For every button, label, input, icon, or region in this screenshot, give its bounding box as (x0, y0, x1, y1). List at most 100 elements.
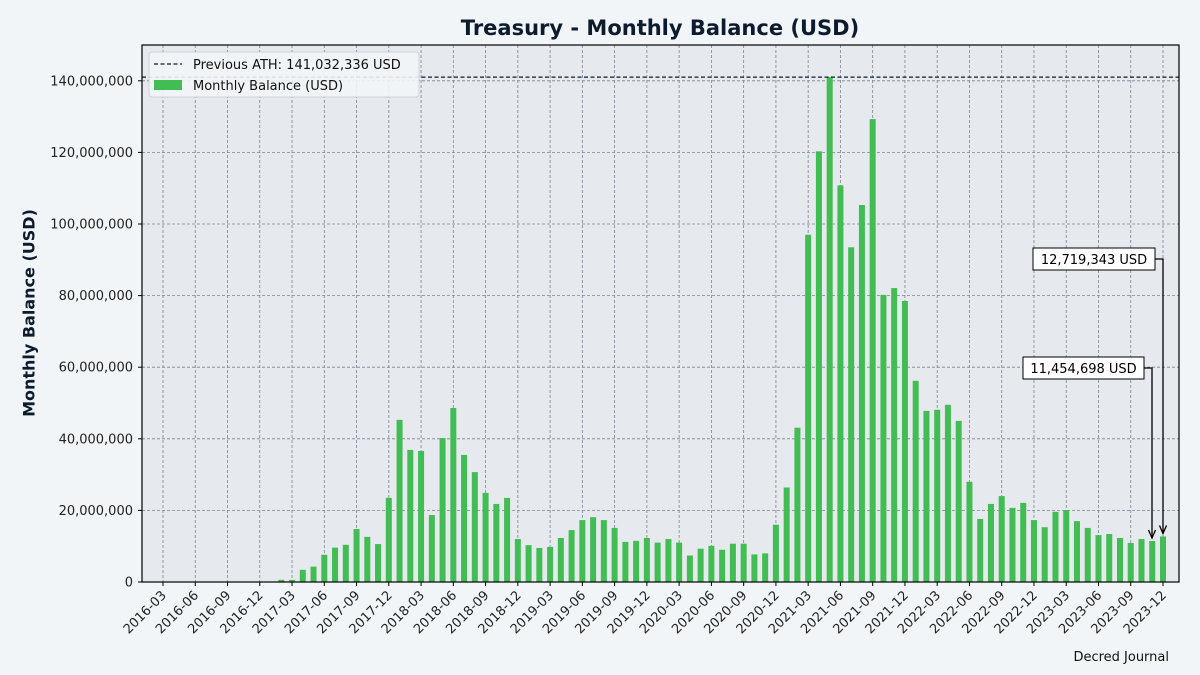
bar-2023-10 (1138, 539, 1145, 582)
y-tick-label: 40,000,000 (59, 432, 133, 447)
bar-2022-04 (944, 404, 951, 582)
legend: Previous ATH: 141,032,336 USD Monthly Ba… (148, 51, 420, 98)
bar-2022-06 (966, 481, 973, 582)
bar-2019-02 (536, 547, 543, 582)
bar-2019-12 (643, 537, 650, 582)
bar-2020-09 (740, 543, 747, 582)
bar-2019-03 (547, 546, 554, 582)
y-tick-label: 140,000,000 (50, 74, 133, 89)
bar-2017-11 (375, 544, 382, 582)
bar-2018-12 (514, 539, 521, 582)
bar-2023-11 (1149, 540, 1156, 582)
y-tick-label: 60,000,000 (59, 361, 133, 376)
plot-background (142, 45, 1179, 582)
bar-series (278, 77, 1166, 583)
bar-2020-03 (676, 542, 683, 582)
bar-2022-11 (1020, 502, 1027, 582)
bar-2017-09 (353, 529, 360, 582)
bar-2023-01 (1041, 527, 1048, 582)
y-tick-label: 100,000,000 (50, 218, 133, 233)
y-axis-ticks: 0 20,000,000 40,000,000 60,000,000 80,000,00… (50, 74, 142, 591)
bar-2018-04 (428, 515, 435, 582)
bar-2018-05 (439, 438, 446, 582)
y-tick-label: 20,000,000 (59, 504, 133, 519)
bar-2020-05 (697, 548, 704, 582)
bar-2019-01 (525, 545, 532, 582)
bar-2021-05 (826, 77, 833, 582)
bar-2017-02 (278, 579, 285, 582)
bar-2019-09 (611, 527, 618, 582)
bar-2019-04 (557, 537, 564, 582)
bar-2020-04 (686, 555, 693, 582)
bar-2019-10 (622, 541, 629, 582)
bar-2022-02 (923, 410, 930, 582)
bar-2021-07 (848, 247, 855, 582)
bar-2022-01 (912, 380, 919, 582)
bar-2018-10 (493, 503, 500, 582)
bar-2018-07 (461, 454, 468, 582)
bar-2020-08 (729, 543, 736, 582)
bar-2019-05 (568, 530, 575, 582)
bar-2023-04 (1073, 521, 1080, 582)
bar-2021-03 (805, 234, 812, 583)
bar-2018-09 (482, 492, 489, 582)
bar-2023-03 (1063, 510, 1070, 582)
bar-2018-08 (471, 472, 478, 582)
bar-2017-08 (342, 544, 349, 582)
svg-text:11,454,698 USD: 11,454,698 USD (1030, 362, 1136, 377)
bar-2017-05 (310, 566, 317, 582)
bar-2020-10 (751, 554, 758, 582)
bar-2020-02 (665, 539, 672, 582)
legend-ath-label: Previous ATH: 141,032,336 USD (193, 58, 401, 73)
bar-2023-02 (1052, 511, 1059, 582)
bar-2021-01 (783, 487, 790, 582)
chart-title: Treasury - Monthly Balance (USD) (460, 16, 860, 40)
bar-2020-01 (654, 542, 661, 582)
legend-bar-label: Monthly Balance (USD) (193, 79, 343, 94)
bar-2017-07 (332, 547, 339, 582)
bar-2017-06 (321, 554, 328, 582)
x-axis-ticks: 2016-032016-062016-092016-122017-032017-… (121, 582, 1170, 637)
bar-2023-12 (1160, 536, 1166, 582)
legend-box (148, 51, 420, 98)
bar-2022-05 (955, 420, 962, 582)
bar-2019-11 (633, 540, 640, 582)
bar-2021-06 (837, 185, 844, 582)
y-tick-label: 80,000,000 (59, 289, 133, 304)
bar-2022-09 (998, 496, 1005, 582)
bar-2023-07 (1106, 534, 1113, 582)
bar-2021-09 (869, 119, 876, 583)
bar-2022-10 (1009, 507, 1016, 582)
bar-2018-11 (504, 497, 511, 582)
bar-2020-06 (708, 545, 715, 582)
bar-2020-07 (719, 549, 726, 582)
bar-2022-08 (987, 503, 994, 582)
annotation-2023-12: 12,719,343 USD (1032, 247, 1168, 536)
bar-2021-10 (880, 294, 887, 582)
bar-2017-12 (385, 497, 392, 582)
bar-2018-06 (450, 408, 457, 582)
y-tick-label: 120,000,000 (50, 146, 133, 161)
bar-2021-02 (794, 427, 801, 582)
bar-2021-08 (858, 205, 865, 582)
plot-frame (141, 44, 1180, 583)
bar-2021-04 (815, 151, 822, 582)
y-tick-label: 0 (125, 576, 133, 591)
bar-2021-12 (901, 300, 908, 582)
bar-2018-03 (418, 450, 425, 582)
bar-2023-05 (1084, 527, 1091, 582)
bar-2017-04 (299, 569, 306, 582)
svg-text:12,719,343 USD: 12,719,343 USD (1041, 253, 1147, 268)
bar-2023-08 (1116, 537, 1123, 582)
bar-2023-06 (1095, 535, 1102, 582)
bar-2021-11 (891, 288, 898, 582)
bar-2020-12 (772, 524, 779, 582)
bar-2019-08 (600, 520, 607, 582)
bar-2017-03 (289, 579, 296, 582)
bar-2019-07 (590, 517, 597, 582)
legend-bar-swatch (154, 80, 182, 90)
bar-2022-12 (1030, 520, 1037, 582)
annotation-2023-11: 11,454,698 USD (1022, 356, 1157, 540)
